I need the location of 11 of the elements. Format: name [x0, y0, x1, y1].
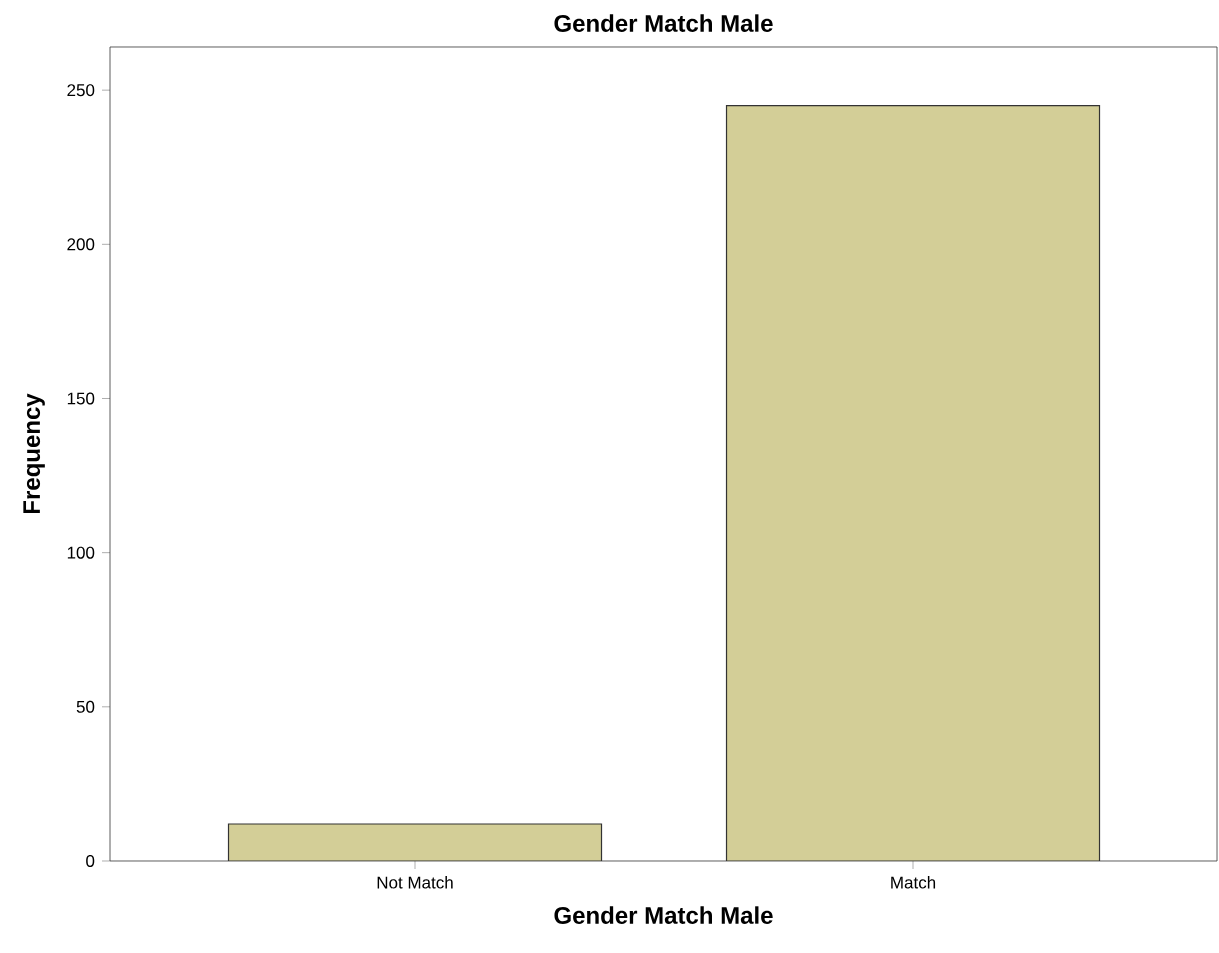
x-tick-label: Not Match	[377, 876, 453, 889]
y-tick-label: 150	[67, 392, 95, 405]
x-axis-title: Gender Match Male	[554, 906, 773, 924]
y-tick-label: 250	[67, 84, 95, 97]
x-tick-label: Match	[891, 876, 936, 889]
chart-title: Gender Match Male	[554, 14, 773, 32]
y-tick-label: 200	[67, 238, 95, 251]
y-axis-title: Frequency	[23, 393, 45, 514]
y-tick-label: 50	[76, 700, 95, 713]
y-tick-label: 0	[86, 854, 95, 868]
y-tick-label: 100	[67, 546, 95, 559]
